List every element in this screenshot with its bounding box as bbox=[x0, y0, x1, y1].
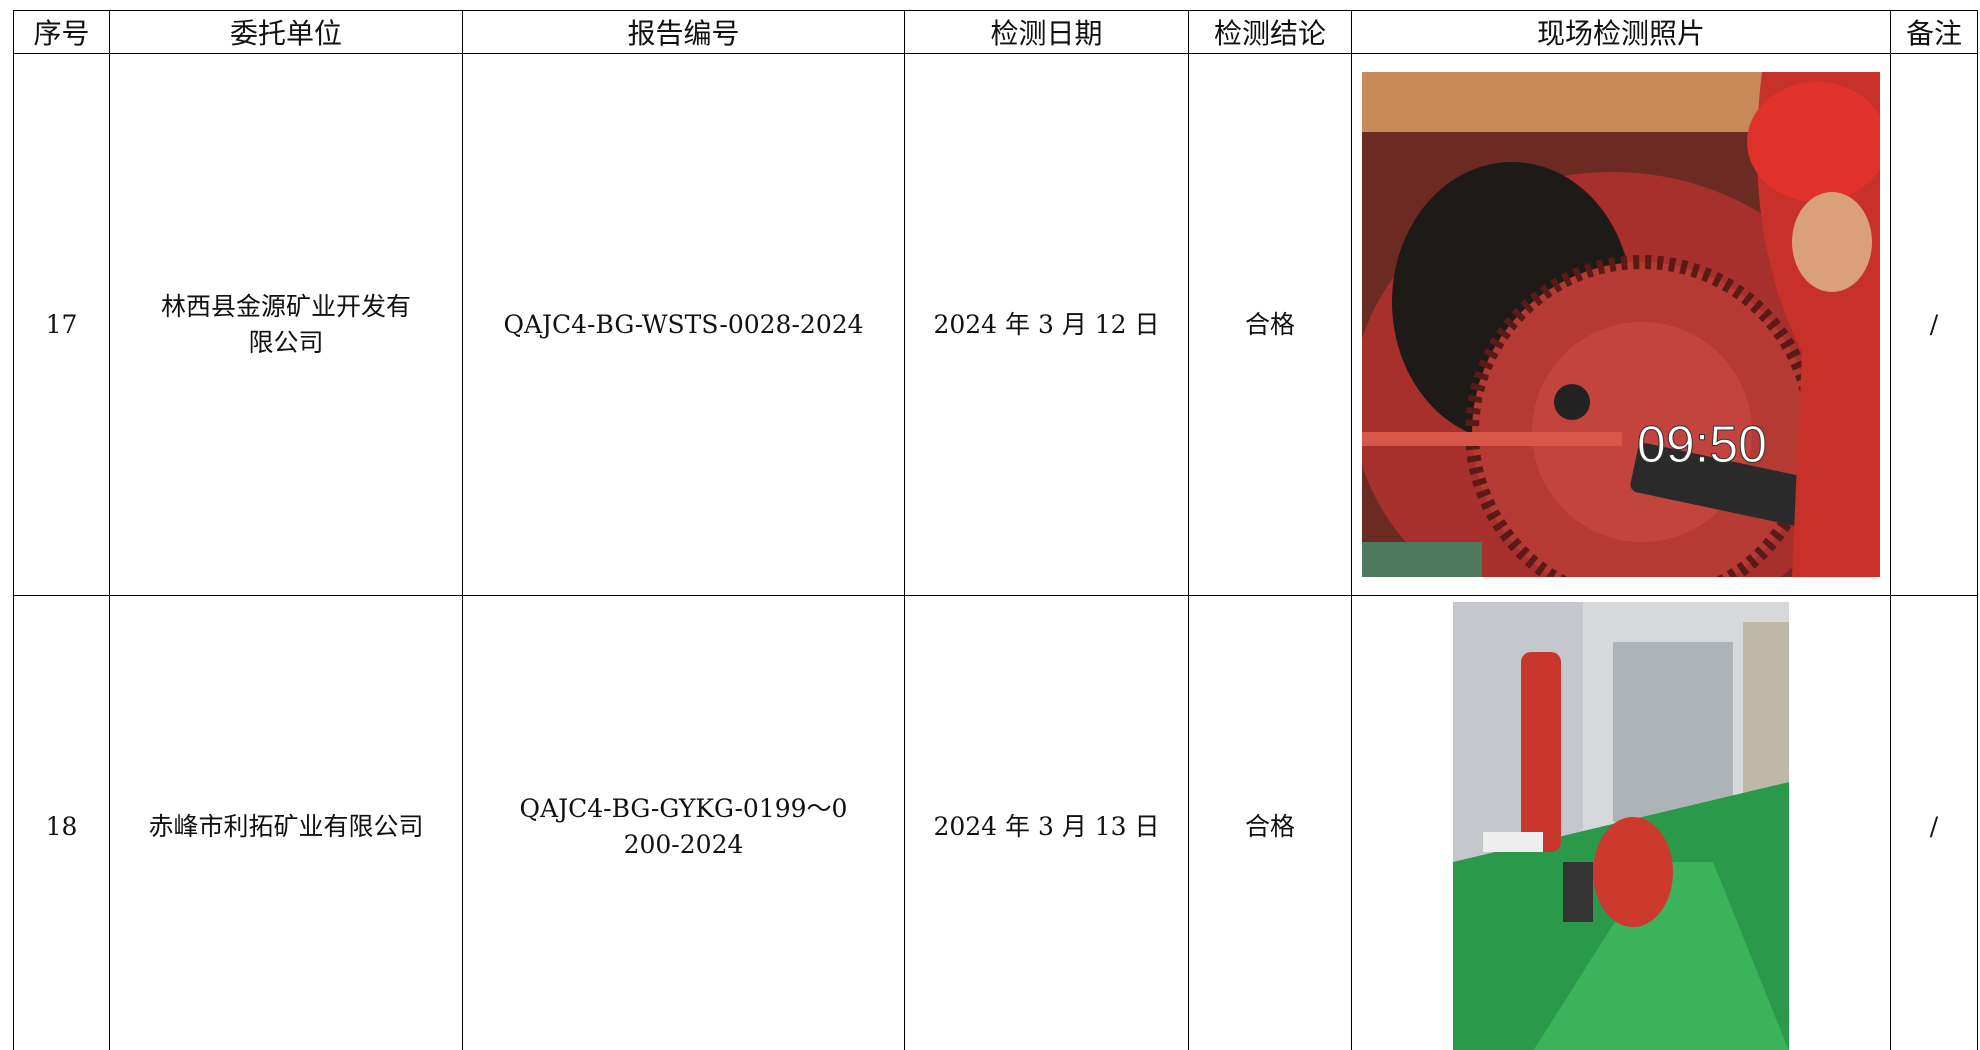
header-cell: 委托单位 bbox=[109, 10, 463, 54]
table-row: 17 林西县金源矿业开发有限公司 QAJC4-BG-WSTS-0028-2024… bbox=[13, 53, 1978, 596]
header-cell: 报告编号 bbox=[462, 10, 905, 54]
client: 赤峰市利拓矿业有限公司 bbox=[148, 811, 424, 841]
report-no: QAJC4-BG-GYKG-0199～0200-2024 bbox=[519, 793, 848, 859]
site-photo bbox=[1453, 602, 1789, 1050]
conclusion: 合格 bbox=[1188, 53, 1352, 596]
photo-cell bbox=[1351, 595, 1891, 1050]
header-row: 序号 委托单位 报告编号 检测日期 检测结论 现场检测照片 备注 bbox=[13, 10, 1978, 54]
report-no-cell: QAJC4-BG-GYKG-0199～0200-2024 bbox=[462, 595, 905, 1050]
client: 林西县金源矿业开发有限公司 bbox=[160, 291, 411, 357]
photo-cell: 09:50 bbox=[1351, 53, 1891, 596]
header-cell: 现场检测照片 bbox=[1351, 10, 1891, 54]
report-table: 序号 委托单位 报告编号 检测日期 检测结论 现场检测照片 备注 17 林西县金… bbox=[13, 10, 1978, 1050]
date: 2024 年 3 月 12 日 bbox=[904, 53, 1189, 596]
client-cell: 赤峰市利拓矿业有限公司 bbox=[109, 595, 463, 1050]
client-cell: 林西县金源矿业开发有限公司 bbox=[109, 53, 463, 596]
site-photo: 09:50 bbox=[1362, 72, 1880, 577]
remark: / bbox=[1890, 595, 1978, 1050]
header-cell: 备注 bbox=[1890, 10, 1978, 54]
header-cell: 检测结论 bbox=[1188, 10, 1352, 54]
header-cell: 检测日期 bbox=[904, 10, 1189, 54]
photo-time: 09:50 bbox=[1637, 416, 1767, 474]
conclusion: 合格 bbox=[1188, 595, 1352, 1050]
serial: 18 bbox=[13, 595, 110, 1050]
report-no: QAJC4-BG-WSTS-0028-2024 bbox=[462, 53, 905, 596]
date: 2024 年 3 月 13 日 bbox=[904, 595, 1189, 1050]
serial: 17 bbox=[13, 53, 110, 596]
remark: / bbox=[1890, 53, 1978, 596]
header-cell: 序号 bbox=[13, 10, 110, 54]
table-row: 18 赤峰市利拓矿业有限公司 QAJC4-BG-GYKG-0199～0200-2… bbox=[13, 595, 1978, 1050]
